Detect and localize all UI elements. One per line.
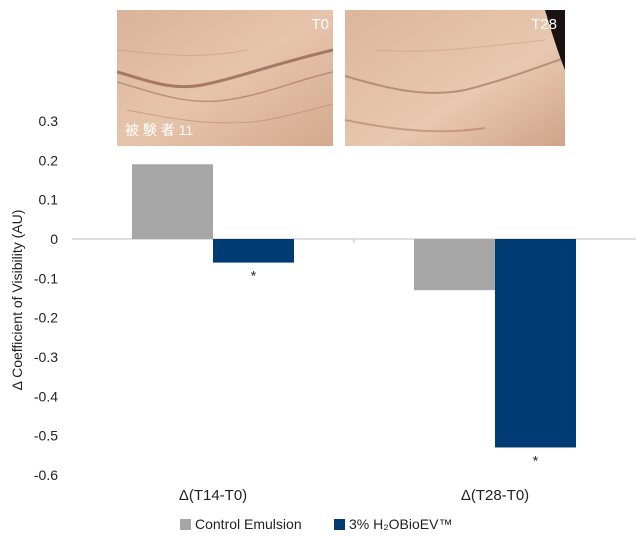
y-tick-label: -0.4 — [34, 388, 58, 404]
legend-swatch-control — [180, 518, 191, 530]
significance-asterisk: * — [251, 268, 257, 284]
skin-photo-t28: T28 — [345, 10, 565, 146]
legend-swatch-h2obioev — [334, 518, 345, 530]
y-tick-label: 0.1 — [39, 192, 59, 208]
y-tick-label: -0.6 — [34, 467, 58, 483]
photo-caption-subject: 被 験 者 11 — [125, 122, 194, 138]
y-tick-label: -0.3 — [34, 349, 58, 365]
y-tick-label: -0.2 — [34, 310, 58, 326]
y-axis-ticks: 0.3 0.2 0.1 0 -0.1 -0.2 -0.3 -0.4 -0.5 -0.6 — [34, 113, 58, 483]
bar-control-1 — [132, 164, 213, 239]
photo-label-t0: T0 — [311, 16, 329, 33]
legend-label-control: Control Emulsion — [195, 516, 302, 532]
x-category-label: Δ(T28-T0) — [461, 487, 529, 504]
y-axis-title: Δ Coefficient of Visibility (AU) — [9, 210, 25, 391]
significance-marks: ** — [251, 268, 539, 469]
legend-label-h2obioev: 3% H₂OBioEV™ — [349, 516, 453, 532]
legend-item-h2obioev: 3% H₂OBioEV™ — [334, 516, 452, 532]
bar-h2obioev-1 — [213, 239, 294, 263]
y-tick-label: 0 — [50, 231, 58, 247]
x-category-label: Δ(T14-T0) — [179, 487, 247, 504]
y-tick-label: -0.1 — [34, 270, 58, 286]
y-tick-label: -0.5 — [34, 428, 58, 444]
legend-item-control: Control Emulsion — [180, 516, 302, 532]
significance-asterisk: * — [533, 452, 539, 468]
bar-control-2 — [414, 239, 495, 291]
y-tick-label: 0.3 — [39, 113, 59, 129]
chart-legend: Control Emulsion 3% H₂OBioEV™ — [0, 516, 636, 536]
y-tick-label: 0.2 — [39, 152, 59, 168]
photo-label-t28: T28 — [531, 16, 557, 33]
skin-photo-t0: T0 被 験 者 11 — [117, 10, 333, 146]
x-axis-labels: Δ(T14-T0) Δ(T28-T0) — [179, 239, 529, 504]
bar-series — [132, 164, 576, 448]
skin-texture-image — [117, 10, 333, 146]
skin-texture-image — [345, 10, 565, 146]
bar-h2obioev-2 — [495, 239, 576, 448]
